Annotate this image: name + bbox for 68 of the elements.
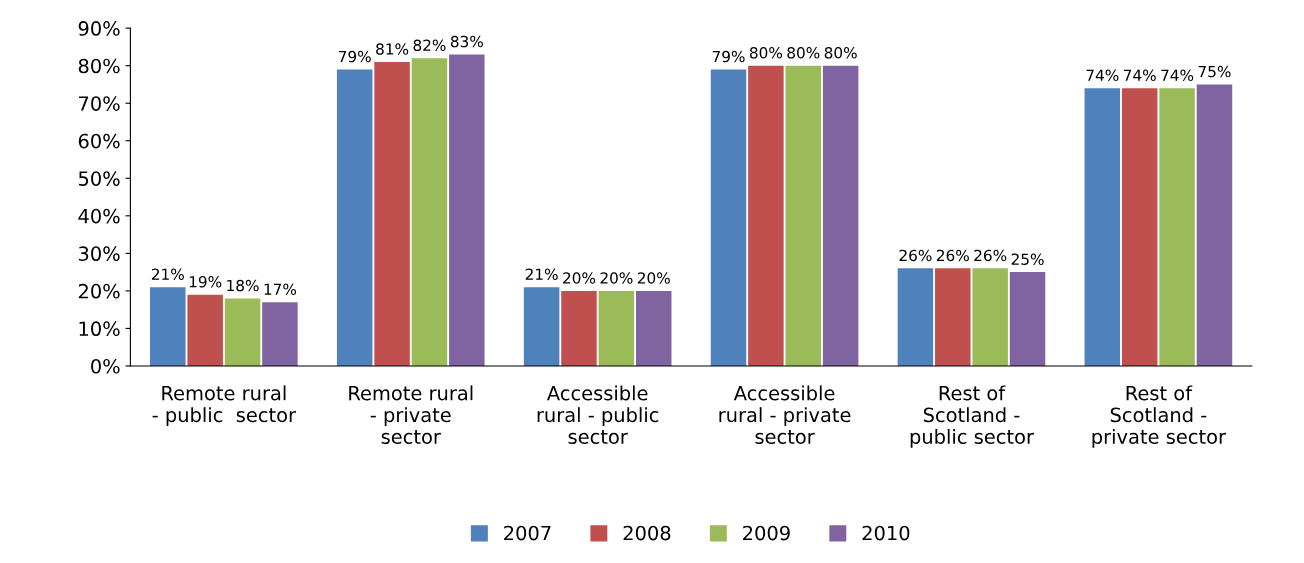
data-label: 74% bbox=[1086, 69, 1119, 82]
data-label: 79% bbox=[338, 50, 371, 63]
y-tick-label: 10% bbox=[79, 321, 120, 337]
data-label: 82% bbox=[413, 39, 446, 52]
bar bbox=[224, 298, 261, 366]
bar bbox=[1196, 84, 1233, 366]
bar bbox=[374, 61, 410, 366]
y-tick-label: 50% bbox=[78, 171, 120, 186]
bar bbox=[598, 290, 635, 366]
data-label: 74% bbox=[1161, 69, 1194, 82]
data-label: 26% bbox=[899, 249, 932, 262]
y-tick-label: 70% bbox=[79, 96, 120, 111]
bar bbox=[897, 268, 934, 366]
data-label: 19% bbox=[189, 275, 222, 288]
bar bbox=[748, 65, 784, 366]
x-tick-label: Accessible rural - private sector bbox=[719, 385, 851, 444]
data-label: 80% bbox=[787, 47, 820, 59]
bar bbox=[935, 268, 971, 366]
bar bbox=[449, 54, 485, 366]
bar bbox=[1009, 272, 1046, 366]
data-label: 26% bbox=[936, 249, 969, 262]
bar bbox=[635, 290, 672, 366]
bar bbox=[523, 287, 560, 366]
data-label: 21% bbox=[151, 268, 184, 280]
bar bbox=[1121, 88, 1158, 366]
data-label: 17% bbox=[264, 283, 297, 296]
y-tick-label: 40% bbox=[78, 208, 120, 224]
data-label: 26% bbox=[974, 249, 1007, 262]
bar bbox=[336, 69, 373, 366]
data-label: 83% bbox=[450, 35, 483, 48]
bar bbox=[561, 290, 597, 366]
bar bbox=[822, 65, 859, 366]
bar bbox=[411, 58, 448, 366]
data-label: 80% bbox=[749, 47, 783, 59]
bar bbox=[187, 294, 223, 366]
legend-label: 2007 bbox=[504, 525, 551, 541]
x-tick-label: Rest of Scotland - public sector bbox=[910, 385, 1034, 448]
y-tick-label: 0% bbox=[91, 358, 120, 374]
x-tick-label: Rest of Scotland - private sector bbox=[1092, 385, 1226, 448]
bar bbox=[710, 69, 747, 366]
data-label: 81% bbox=[376, 43, 409, 55]
bar bbox=[150, 287, 186, 366]
data-label: 74% bbox=[1123, 69, 1156, 82]
y-tick-label: 90% bbox=[78, 21, 120, 36]
bar bbox=[972, 268, 1008, 366]
legend-label: 2008 bbox=[623, 525, 671, 541]
legend-label: 2010 bbox=[862, 525, 910, 541]
data-label: 20% bbox=[637, 272, 670, 284]
bar bbox=[785, 65, 822, 366]
data-label: 18% bbox=[227, 279, 259, 292]
x-tick-label: Remote rural - private sector bbox=[349, 385, 473, 444]
y-tick-label: 80% bbox=[78, 58, 120, 74]
bar bbox=[1084, 88, 1121, 366]
y-tick-label: 20% bbox=[78, 283, 120, 299]
x-tick-label: Remote rural - public sector bbox=[152, 385, 297, 426]
bar bbox=[1159, 88, 1195, 366]
data-label: 75% bbox=[1198, 65, 1231, 78]
data-label: 80% bbox=[824, 47, 857, 59]
data-label: 21% bbox=[525, 268, 558, 280]
y-tick-label: 60% bbox=[78, 133, 120, 149]
data-label: 79% bbox=[712, 50, 745, 63]
data-label: 20% bbox=[563, 272, 596, 284]
bar bbox=[262, 302, 298, 366]
x-tick-label: Accessible rural - public sector bbox=[537, 385, 659, 444]
data-label: 20% bbox=[600, 272, 633, 284]
legend-label: 2009 bbox=[743, 525, 790, 541]
data-label: 25% bbox=[1011, 253, 1044, 265]
y-tick-label: 30% bbox=[78, 246, 120, 262]
